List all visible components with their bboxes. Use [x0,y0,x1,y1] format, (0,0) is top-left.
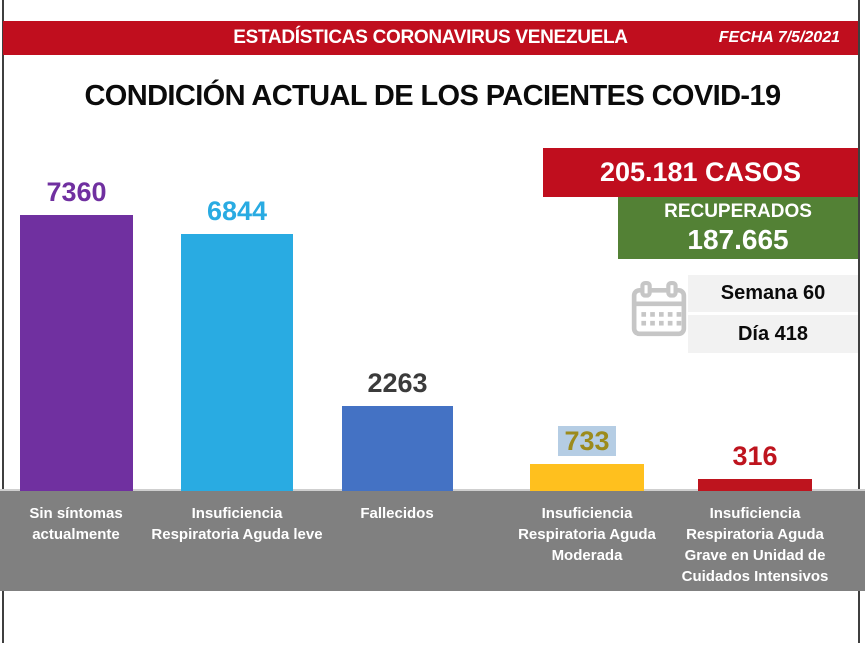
day-badge: Día 418 [688,315,858,353]
bar-group-ira-grave-uci: 316 [698,441,812,491]
recovered-value: 187.665 [687,224,789,255]
category-label-ira-grave-uci: Insuficiencia Respiratoria Aguda Grave e… [681,505,829,585]
banner-date: FECHA 7/5/2021 [718,29,840,46]
bar-fallecidos [342,406,453,491]
total-cases-text: 205.181 CASOS [599,157,802,187]
bar-value-label: 7360 [46,177,107,207]
day-text: Día 418 [737,322,809,345]
banner-title: ESTADÍSTICAS CORONAVIRUS VENEZUELA [233,27,628,48]
calendar-icon [631,281,687,337]
page-title: CONDICIÓN ACTUAL DE LOS PACIENTES COVID-… [84,80,781,112]
category-label-ira-leve: Insuficiencia Respiratoria Aguda leve [151,505,323,543]
week-text: Semana 60 [720,282,826,304]
category-label-ira-moderada: Insuficiencia Respiratoria Aguda Moderad… [518,505,656,564]
category-label-fallecidos: Fallecidos [360,505,434,522]
bar-group-ira-moderada: 733 [530,426,644,491]
bar-group-sin-sintomas: 7360 [20,177,133,491]
category-axis-strip [0,491,865,591]
bar-value-label: 316 [732,441,778,471]
slide-left-border [2,0,4,643]
header-banner: ESTADÍSTICAS CORONAVIRUS VENEZUELA FECHA… [3,21,858,55]
total-cases-badge: 205.181 CASOS [543,148,858,197]
bar-ira-moderada [530,464,644,491]
bar-ira-grave-uci [698,479,812,491]
bar-ira-leve [181,234,293,491]
recovered-label: RECUPERADOS [664,201,812,222]
category-label-sin-sintomas: Sin síntomas actualmente [29,505,123,543]
bar-group-fallecidos: 2263 [342,368,453,491]
bar-value-label-highlighted: 733 [558,426,616,456]
bar-group-ira-leve: 6844 [181,196,293,491]
bar-value-label: 6844 [206,196,268,226]
bar-sin-sintomas [20,215,133,491]
slide-right-border [858,0,860,643]
recovered-badge: RECUPERADOS 187.665 [618,197,858,259]
bar-value-label: 2263 [367,368,428,398]
week-badge: Semana 60 [688,275,858,312]
